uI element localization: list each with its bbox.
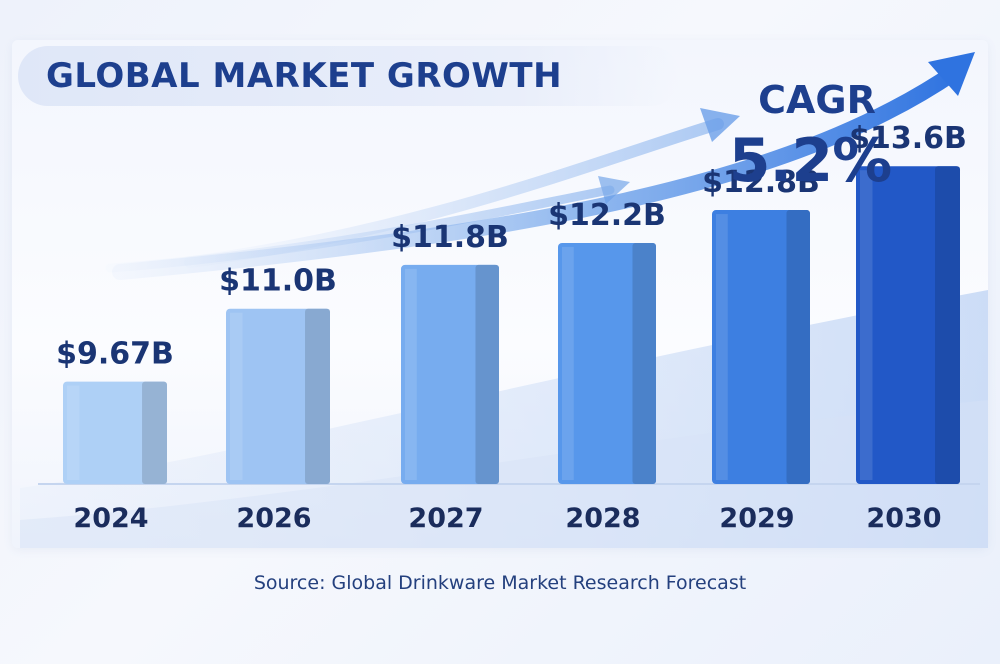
bar-side [632, 242, 656, 484]
growth-arrow-mid-head [700, 108, 740, 142]
bar-highlight [716, 214, 728, 480]
bar-side [305, 308, 330, 484]
growth-arrow-main [112, 64, 963, 280]
x-tick-label: 2024 [73, 503, 148, 534]
bar-front [558, 242, 656, 484]
bar-2026 [226, 308, 330, 484]
bar-2024 [63, 381, 167, 484]
bar-2029 [712, 210, 810, 484]
bar-highlight [67, 385, 80, 480]
cagr-label: CAGR [758, 78, 876, 122]
chart-title: GLOBAL MARKET GROWTH [46, 56, 563, 96]
bar-highlight [230, 312, 243, 480]
x-axis-labels: 2024 2026 2027 2028 2029 2030 [73, 503, 941, 534]
value-label: $13.6B [849, 121, 967, 156]
bar-2028 [558, 242, 656, 484]
bar-2030 [856, 166, 960, 484]
value-label: $12.8B [702, 165, 820, 200]
bar-front [401, 264, 499, 484]
value-label: $11.8B [391, 220, 509, 255]
bar-front [226, 308, 330, 484]
bar-front [856, 166, 960, 484]
value-label: $12.2B [548, 198, 666, 233]
growth-arrows [105, 52, 975, 280]
bar-side [142, 381, 167, 484]
x-tick-label: 2028 [565, 503, 640, 534]
bar-front [63, 381, 167, 484]
bar-side [935, 166, 960, 484]
growth-arrow-main-head [928, 52, 975, 96]
bar-2027 [401, 264, 499, 484]
value-label: $9.67B [56, 337, 174, 372]
x-tick-label: 2029 [719, 503, 794, 534]
bar-highlight [562, 246, 574, 480]
value-label: $11.0B [219, 264, 337, 299]
x-tick-label: 2030 [866, 503, 941, 534]
bar-highlight [405, 268, 417, 480]
cagr-value: 5.2% [728, 126, 892, 196]
source-note: Source: Global Drinkware Market Research… [253, 572, 747, 594]
x-tick-label: 2027 [408, 503, 483, 534]
bar-side [786, 210, 810, 484]
bar-front [712, 210, 810, 484]
bar-series [63, 166, 960, 484]
bar-side [475, 264, 499, 484]
value-labels: $9.67B $11.0B $11.8B $12.2B $12.8B $13.6B [56, 121, 967, 371]
title-banner [18, 46, 680, 106]
x-tick-label: 2026 [236, 503, 311, 534]
bar-highlight [860, 170, 873, 480]
